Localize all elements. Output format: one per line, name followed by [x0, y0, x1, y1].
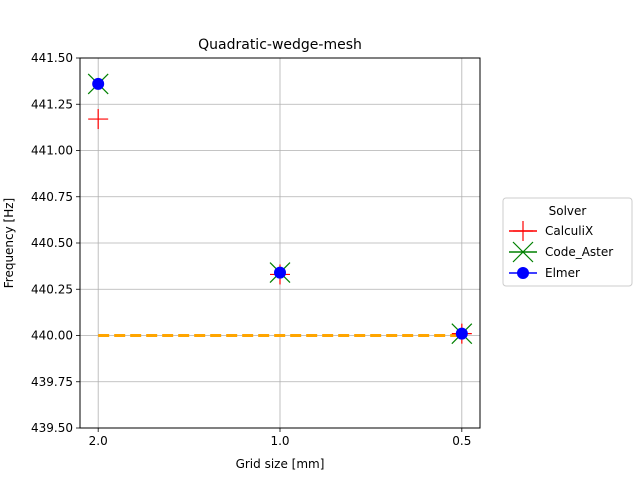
x-axis-label: Grid size [mm] [236, 457, 325, 471]
grid [80, 57, 480, 429]
y-axis: 439.50 439.75 440.00 440.25 440.50 440.75 441.… [31, 51, 80, 435]
y-tick-label: 440.00 [31, 329, 73, 343]
data-point-elmer [455, 327, 468, 340]
legend: Solver CalculiX Code_Aster Elmer [502, 197, 633, 287]
y-tick-label: 439.75 [31, 375, 73, 389]
y-tick-label: 441.50 [31, 51, 73, 65]
y-tick-label: 441.25 [31, 97, 73, 111]
x-tick-label: 0.5 [452, 434, 471, 448]
data-point-elmer [274, 266, 286, 279]
legend-marker-code-aster [512, 241, 534, 263]
legend-label-code-aster: Code_Aster [545, 245, 613, 259]
legend-marker-calculix [513, 221, 533, 241]
legend-label-elmer: Elmer [545, 266, 580, 280]
x-axis: 2.0 1.0 0.5 [89, 428, 471, 448]
y-tick-label: 439.50 [31, 421, 73, 435]
x-tick-label: 1.0 [270, 434, 289, 448]
data-points [87, 73, 473, 345]
y-tick-label: 440.25 [31, 282, 73, 296]
data-point-calculix [88, 109, 109, 130]
data-point-elmer [92, 77, 105, 90]
y-axis-label: Frequency [Hz] [2, 198, 16, 289]
legend-marker-elmer [517, 267, 529, 279]
legend-title: Solver [549, 204, 587, 218]
legend-label-calculix: CalculiX [545, 224, 593, 238]
y-tick-label: 441.00 [31, 144, 73, 158]
legend-box [502, 197, 633, 287]
y-tick-label: 440.50 [31, 236, 73, 250]
x-tick-label: 2.0 [89, 434, 108, 448]
chart-title: Quadratic-wedge-mesh [198, 37, 362, 53]
y-tick-label: 440.75 [31, 190, 73, 204]
